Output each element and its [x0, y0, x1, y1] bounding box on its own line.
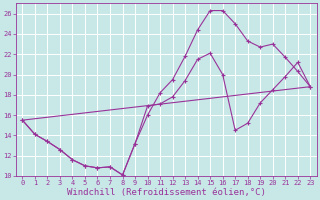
X-axis label: Windchill (Refroidissement éolien,°C): Windchill (Refroidissement éolien,°C) [67, 188, 266, 197]
